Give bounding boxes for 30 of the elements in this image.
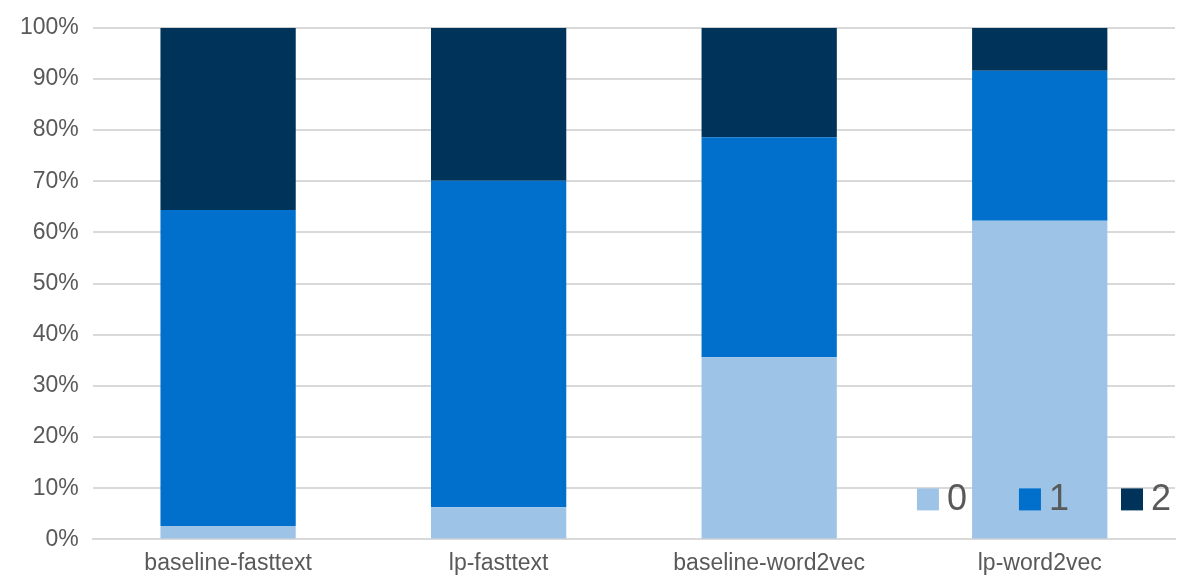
- bar: [972, 27, 1108, 71]
- x-tick-label: lp-fasttext: [448, 548, 550, 575]
- bar: [431, 27, 567, 181]
- bar: [160, 27, 296, 210]
- bar: [701, 27, 837, 138]
- y-tick-label: 70%: [32, 166, 79, 193]
- bar: [701, 357, 837, 539]
- bar: [701, 137, 837, 358]
- y-tick-label: 30%: [32, 371, 79, 398]
- legend-label: 0: [946, 477, 967, 519]
- bar: [160, 526, 296, 539]
- bar: [972, 220, 1108, 539]
- y-tick-label: 100%: [20, 13, 79, 40]
- legend-label: 2: [1150, 477, 1172, 519]
- y-tick-label: 40%: [32, 320, 79, 347]
- y-tick-label: 50%: [32, 268, 79, 295]
- bar: [160, 209, 296, 527]
- legend-label: 1: [1048, 477, 1069, 519]
- y-tick-label: 60%: [32, 217, 79, 244]
- y-tick-label: 0%: [45, 524, 79, 551]
- x-tick-label: baseline-fasttext: [144, 548, 313, 575]
- y-tick-label: 90%: [32, 64, 79, 91]
- y-tick-label: 20%: [32, 422, 79, 449]
- bar: [431, 507, 567, 539]
- y-tick-label: 80%: [32, 115, 79, 142]
- bar: [431, 180, 567, 508]
- x-tick-label: lp-word2vec: [977, 548, 1102, 575]
- y-tick-label: 10%: [32, 473, 79, 500]
- bar: [972, 70, 1108, 221]
- x-tick-label: baseline-word2vec: [673, 548, 866, 575]
